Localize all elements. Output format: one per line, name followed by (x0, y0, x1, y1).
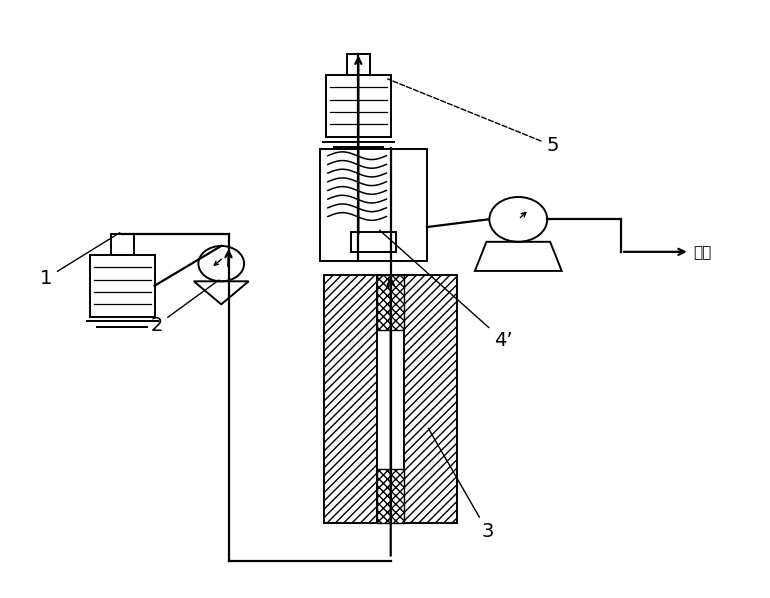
Bar (320, 149, 427, 261)
Bar (324, 276, 457, 523)
Text: 4’: 4’ (380, 230, 512, 350)
Bar (377, 276, 404, 330)
Bar (90, 255, 155, 317)
Bar (351, 232, 396, 252)
Bar (377, 276, 404, 523)
Text: 5: 5 (387, 79, 559, 155)
Text: 放空: 放空 (694, 246, 711, 261)
Text: 2: 2 (150, 280, 219, 335)
Bar (377, 469, 404, 523)
Text: 3: 3 (428, 428, 494, 541)
Bar (347, 54, 370, 75)
Bar (326, 75, 390, 137)
Text: 1: 1 (40, 233, 120, 288)
Bar (111, 234, 134, 255)
